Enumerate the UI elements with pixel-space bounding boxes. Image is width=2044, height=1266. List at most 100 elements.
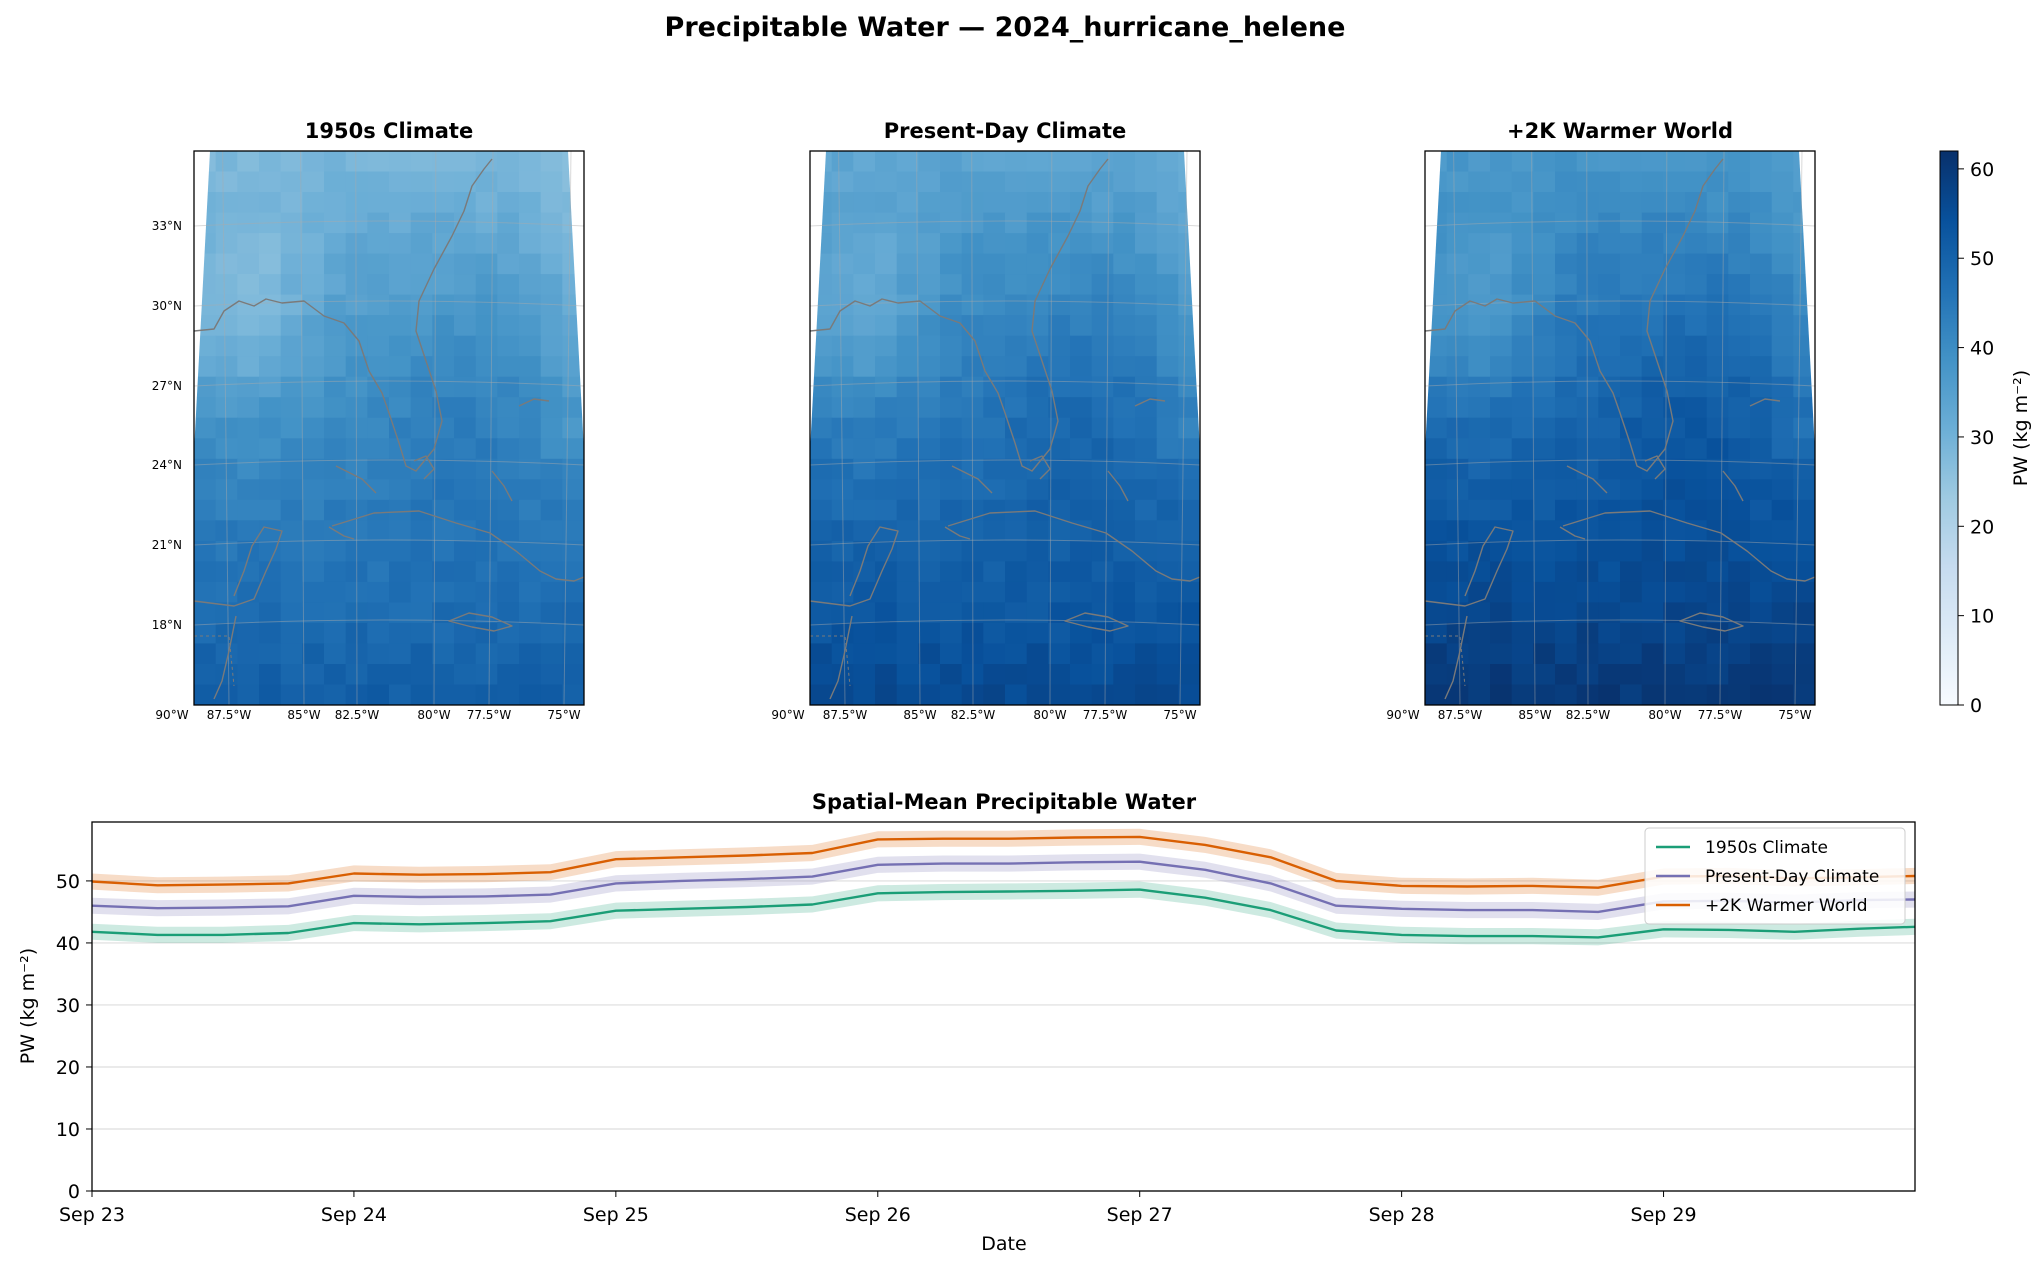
map-cell [831,622,854,644]
map-cell [1685,335,1708,357]
map-cell [1091,151,1114,173]
map-cell [1771,274,1794,296]
map-cell [432,192,455,214]
map-gridline [810,459,1200,466]
map-cell [918,520,941,542]
map-cell [1641,602,1664,624]
map-cell [215,294,238,316]
map-cell [215,315,238,337]
map-cell [1156,274,1179,296]
map-cell [1425,540,1448,562]
map-cell [302,643,325,665]
map-cell [875,356,898,378]
map-cell [497,212,520,234]
map-cell [454,233,477,255]
map-cell [875,253,898,275]
map-panel-present-day: Present-Day Climate [809,119,1201,706]
map-cell [1620,581,1643,603]
lon-tick-label: 77.5°W [467,708,512,722]
y-tick-label: 10 [56,1119,80,1141]
map-cell [1706,540,1729,562]
map-cell [1026,581,1049,603]
map-cell [454,294,477,316]
map-cell [853,376,876,398]
map-cell [940,561,963,583]
map-panel-1950s: 1950s Climate [193,119,585,706]
map-cell [389,499,412,521]
map-cell [1641,397,1664,419]
map-cell [1598,192,1621,214]
map-cell [1598,233,1621,255]
map-cell [1425,499,1448,521]
map-gridline [1719,151,1725,705]
map-cell [810,622,833,644]
map-cell [1706,561,1729,583]
map-cell [1771,171,1794,193]
map-cell [1576,643,1599,665]
map-cell [1446,417,1469,439]
map-cell [1576,520,1599,542]
map-cell [940,684,963,705]
lat-tick-label: 33°N [152,219,182,233]
map-cell [540,458,563,480]
map-cell [1070,376,1093,398]
map-cell [1576,171,1599,193]
map-cell [1728,643,1751,665]
map-panels: 1950s Climate Present-Day Climate +2K Wa… [152,119,1816,722]
map-cell [1663,664,1686,686]
map-cell [497,274,520,296]
map-cell [1685,212,1708,234]
map-cell [410,643,433,665]
map-cell [215,520,238,542]
map-cell [1135,664,1158,686]
map-cell [454,581,477,603]
map-cell [475,561,498,583]
map-cell [1091,376,1114,398]
map-cell [237,356,260,378]
map-cell [1576,151,1599,173]
map-cell [475,622,498,644]
map-cell [410,602,433,624]
map-cell [1533,376,1556,398]
map-cell [1135,561,1158,583]
map-cell [1620,233,1643,255]
map-field-1950s [194,151,584,705]
map-cell [810,561,833,583]
map-cell [410,438,433,460]
map-cell [1598,438,1621,460]
map-cell [1511,376,1534,398]
map-cell [1156,192,1179,214]
border-line [194,635,235,687]
map-cell [432,253,455,275]
map-cell [1026,417,1049,439]
map-cell [1576,233,1599,255]
map-cell [389,581,412,603]
lon-tick-label: 80°W [1033,708,1066,722]
map-cell [918,417,941,439]
map-cell [1706,192,1729,214]
map-cell [367,664,390,686]
map-cell [1048,479,1071,501]
map-cell [1706,499,1729,521]
map-cell [1555,602,1578,624]
map-cell [1533,622,1556,644]
map-cell [1135,356,1158,378]
map-cell [410,356,433,378]
coastline [1029,455,1051,480]
map-cell [540,561,563,583]
map-cell [1555,171,1578,193]
map-cell [410,622,433,644]
map-cell [1620,540,1643,562]
map-cell [367,622,390,644]
map-cell [1005,540,1028,562]
map-cell [1048,233,1071,255]
map-cell [1750,520,1773,542]
map-cell [1771,397,1794,419]
map-cell [1490,664,1513,686]
map-cell [324,643,347,665]
lon-tick-label: 90°W [1386,708,1419,722]
map-cell [853,602,876,624]
map-cell [1156,622,1179,644]
map-cell [1576,274,1599,296]
map-cell [497,192,520,214]
